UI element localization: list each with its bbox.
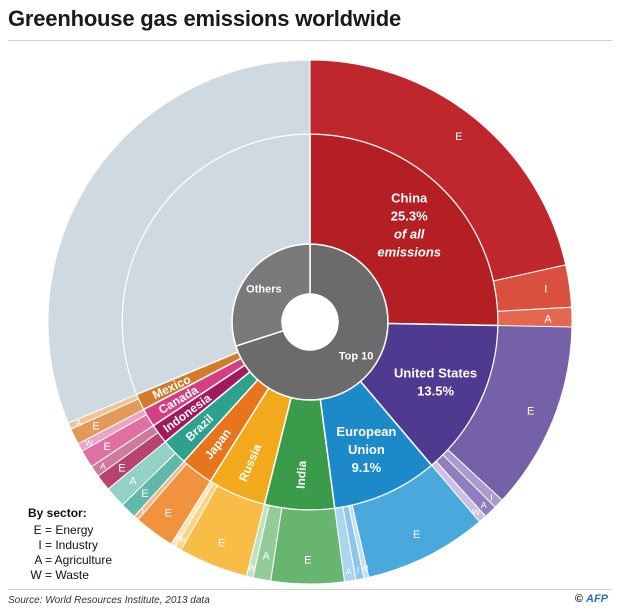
sector-label: A bbox=[180, 535, 186, 545]
legend-item-energy: E = Energy bbox=[28, 523, 112, 538]
legend-key: I = bbox=[38, 538, 52, 552]
legend-label: Waste bbox=[55, 568, 89, 582]
country-label-china: China 25.3% of all emissions bbox=[377, 191, 441, 260]
afp-logo: AFP bbox=[586, 593, 608, 605]
sector-label: A bbox=[481, 500, 487, 510]
legend-key: E = bbox=[33, 523, 52, 537]
sector-label: W bbox=[360, 564, 368, 574]
legend-key: A = bbox=[34, 553, 52, 567]
country-label-line: 25.3% bbox=[391, 209, 428, 224]
footer-divider bbox=[8, 589, 612, 590]
center-hole bbox=[282, 294, 338, 350]
sector-label: A bbox=[262, 550, 270, 562]
sector-label: E bbox=[92, 421, 99, 433]
inner-ring-label: Top 10 bbox=[339, 351, 374, 363]
sector-label: E bbox=[141, 488, 148, 500]
sector-label: A bbox=[129, 476, 137, 488]
sector-label: I bbox=[544, 284, 547, 296]
legend-item-agriculture: A = Agriculture bbox=[28, 553, 112, 568]
afp-credit: © AFP bbox=[575, 593, 608, 605]
sector-label: E bbox=[165, 508, 172, 520]
sector-label: E bbox=[527, 406, 534, 418]
sector-label: W bbox=[472, 507, 480, 517]
country-label-line: India bbox=[294, 460, 310, 489]
sector-label: W bbox=[248, 563, 256, 573]
legend-item-industry: I = Industry bbox=[28, 538, 112, 553]
sector-label: E bbox=[218, 538, 225, 550]
country-label-line: emissions bbox=[377, 245, 441, 260]
sector-legend: By sector: E = Energy I = Industry A = A… bbox=[28, 506, 112, 583]
country-label-line: 9.1% bbox=[352, 460, 382, 475]
sector-label: I bbox=[490, 492, 492, 502]
sector-label: A bbox=[100, 461, 106, 471]
country-label-line: European bbox=[336, 424, 396, 439]
sector-label: I bbox=[142, 506, 144, 516]
inner-ring-label: Others bbox=[246, 283, 281, 295]
legend-label: Agriculture bbox=[54, 553, 113, 567]
sector-label: A bbox=[544, 314, 552, 326]
country-label-india: India bbox=[294, 460, 310, 489]
sector-slice-other-other bbox=[47, 59, 311, 424]
copyright-symbol: © bbox=[574, 593, 583, 605]
chart-title: Greenhouse gas emissions worldwide bbox=[8, 6, 401, 31]
country-label-line: 13.5% bbox=[417, 384, 454, 399]
sector-label: E bbox=[103, 441, 110, 453]
sector-slice-india-e bbox=[270, 507, 346, 585]
sector-label: I bbox=[357, 565, 359, 575]
legend-label: Energy bbox=[55, 523, 94, 537]
sector-label: A bbox=[76, 418, 82, 428]
sector-label: E bbox=[118, 462, 125, 474]
sector-label: E bbox=[413, 529, 420, 541]
source-note: Source: World Resources Institute, 2013 … bbox=[8, 595, 210, 606]
country-label-united-states: United States 13.5% bbox=[394, 366, 477, 399]
sector-label: W bbox=[85, 438, 93, 448]
legend-item-waste: W = Waste bbox=[28, 568, 112, 583]
sector-label: W bbox=[174, 532, 182, 542]
title-divider bbox=[8, 40, 612, 41]
country-label-line: China bbox=[391, 191, 428, 206]
sector-label: E bbox=[455, 131, 462, 143]
sector-label: A bbox=[346, 567, 352, 577]
legend-label: Industry bbox=[55, 538, 99, 552]
sector-label: E bbox=[304, 554, 311, 566]
country-label-line: of all bbox=[394, 227, 425, 242]
legend-key: W = bbox=[30, 568, 52, 582]
country-label-line: United States bbox=[394, 366, 477, 381]
legend-title: By sector: bbox=[28, 506, 87, 520]
country-label-european-union: European Union 9.1% bbox=[336, 424, 396, 475]
country-label-line: Union bbox=[348, 442, 385, 457]
